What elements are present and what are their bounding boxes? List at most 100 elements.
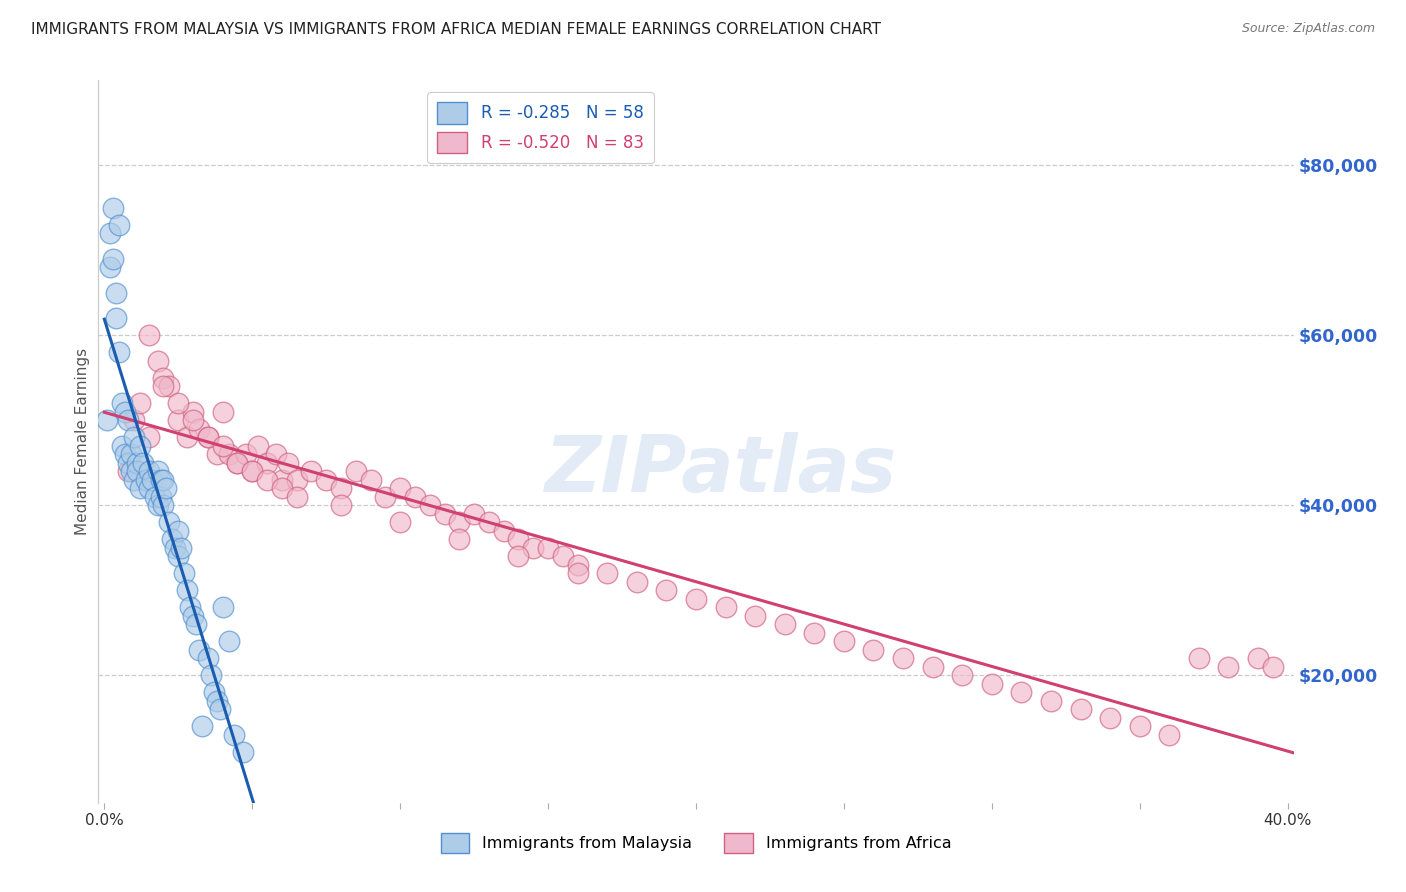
Point [508, 549, 530, 564]
Point [449, 533, 471, 547]
Point [803, 625, 825, 640]
Point [832, 634, 855, 648]
Point [122, 413, 145, 427]
Point [98, 227, 121, 241]
Point [208, 702, 231, 716]
Point [167, 524, 190, 538]
Point [626, 574, 648, 589]
Point [285, 490, 308, 504]
Point [170, 541, 193, 555]
Point [167, 413, 190, 427]
Point [143, 490, 166, 504]
Point [120, 464, 142, 478]
Point [167, 549, 190, 564]
Point [117, 464, 139, 478]
Point [1039, 694, 1062, 708]
Point [404, 490, 426, 504]
Point [537, 541, 560, 555]
Point [685, 591, 707, 606]
Point [188, 422, 211, 436]
Point [205, 447, 228, 461]
Point [162, 533, 184, 547]
Point [108, 345, 131, 359]
Point [235, 447, 257, 461]
Point [152, 379, 174, 393]
Point [773, 617, 796, 632]
Point [655, 583, 678, 598]
Point [181, 413, 204, 427]
Point [218, 447, 240, 461]
Point [146, 353, 169, 368]
Point [389, 516, 412, 530]
Point [433, 507, 456, 521]
Point [120, 447, 142, 461]
Point [125, 456, 148, 470]
Point [211, 405, 233, 419]
Point [264, 447, 287, 461]
Point [247, 439, 270, 453]
Point [105, 311, 128, 326]
Point [1159, 728, 1181, 742]
Point [152, 473, 174, 487]
Point [256, 456, 278, 470]
Legend: Immigrants from Malaysia, Immigrants from Africa: Immigrants from Malaysia, Immigrants fro… [434, 827, 957, 860]
Point [285, 473, 308, 487]
Point [96, 413, 118, 427]
Point [176, 430, 198, 444]
Point [714, 600, 737, 615]
Point [165, 541, 187, 555]
Point [114, 405, 136, 419]
Point [132, 456, 155, 470]
Point [508, 533, 530, 547]
Point [374, 490, 396, 504]
Point [567, 566, 589, 581]
Point [173, 566, 195, 581]
Point [330, 481, 353, 495]
Text: IMMIGRANTS FROM MALAYSIA VS IMMIGRANTS FROM AFRICA MEDIAN FEMALE EARNINGS CORREL: IMMIGRANTS FROM MALAYSIA VS IMMIGRANTS F… [31, 22, 882, 37]
Point [184, 617, 207, 632]
Point [205, 694, 228, 708]
Point [138, 481, 160, 495]
Point [419, 498, 441, 512]
Point [138, 430, 160, 444]
Point [197, 430, 219, 444]
Point [111, 439, 134, 453]
Point [492, 524, 515, 538]
Point [862, 642, 884, 657]
Point [181, 405, 204, 419]
Point [157, 379, 180, 393]
Point [111, 396, 134, 410]
Y-axis label: Median Female Earnings: Median Female Earnings [75, 348, 90, 535]
Point [188, 642, 211, 657]
Point [330, 498, 353, 512]
Point [152, 371, 174, 385]
Point [211, 439, 233, 453]
Point [125, 464, 148, 478]
Point [179, 600, 201, 615]
Point [117, 456, 139, 470]
Point [270, 481, 292, 495]
Point [181, 608, 204, 623]
Point [360, 473, 382, 487]
Point [891, 651, 914, 665]
Point [146, 498, 169, 512]
Point [226, 456, 249, 470]
Point [197, 651, 219, 665]
Point [157, 516, 180, 530]
Point [152, 498, 174, 512]
Point [522, 541, 544, 555]
Point [138, 464, 160, 478]
Point [117, 413, 139, 427]
Point [197, 430, 219, 444]
Point [1099, 711, 1122, 725]
Point [1070, 702, 1092, 716]
Point [105, 285, 128, 300]
Point [141, 473, 163, 487]
Point [103, 201, 125, 215]
Point [1188, 651, 1211, 665]
Point [128, 481, 150, 495]
Point [98, 260, 121, 275]
Point [299, 464, 322, 478]
Text: ZIPatlas: ZIPatlas [544, 433, 896, 508]
Point [200, 668, 222, 682]
